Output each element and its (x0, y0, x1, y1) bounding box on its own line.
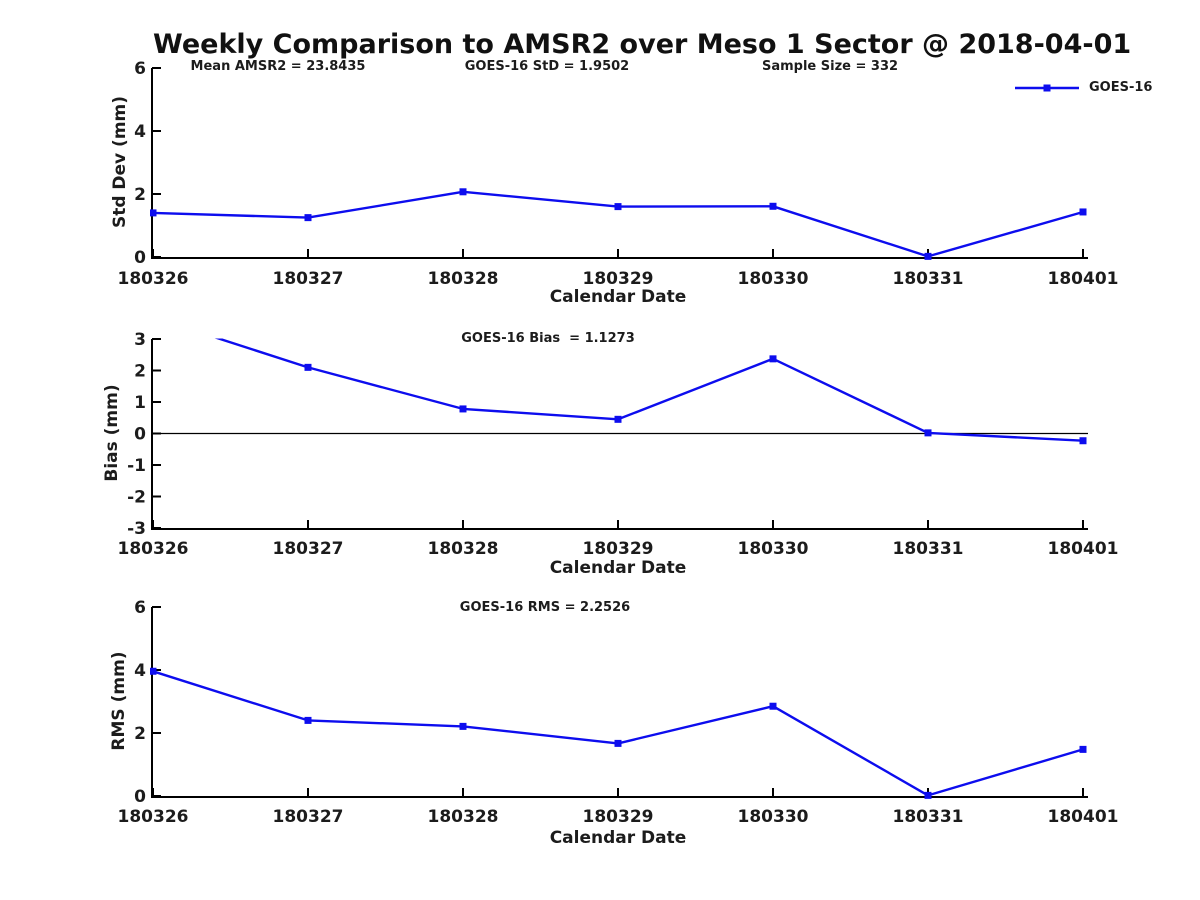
x-tick-label: 180327 (273, 539, 344, 559)
x-tick-label: 180329 (583, 807, 654, 827)
annotation-goes16-rms: GOES-16 RMS = 2.2526 (459, 600, 631, 615)
annotation-sample-size: Sample Size = 332 (761, 59, 899, 74)
y-tick-label: 0 (134, 425, 146, 445)
x-tick-label: 180327 (273, 807, 344, 827)
x-tick-label: 180401 (1048, 269, 1119, 289)
goes16-line (151, 190, 1085, 258)
legend-label: GOES-16 (1089, 80, 1153, 95)
data-point-marker (1079, 437, 1087, 445)
y-tick-label: -2 (127, 488, 146, 508)
y-tick-label: 0 (134, 787, 146, 807)
data-point-marker (150, 209, 157, 217)
annotation-goes16-std: GOES-16 StD = 1.9502 (464, 59, 630, 74)
data-point-marker (924, 791, 932, 799)
legend-line-marker-icon (1015, 84, 1079, 91)
legend: GOES-16 (1014, 80, 1152, 95)
x-tick-label: 180331 (893, 539, 964, 559)
data-point-marker (1079, 745, 1087, 753)
figure-title: Weekly Comparison to AMSR2 over Meso 1 S… (153, 29, 1132, 60)
x-tick-label: 180330 (738, 807, 809, 827)
xlabel-calendar-date-3: Calendar Date (549, 828, 687, 848)
annotation-mean-amsr2: Mean AMSR2 = 23.8435 (190, 59, 366, 74)
x-tick-label: 180328 (428, 539, 499, 559)
goes16-line (151, 670, 1085, 797)
x-tick-label: 180328 (428, 807, 499, 827)
x-tick-label: 180326 (118, 539, 189, 559)
y-tick-label: 4 (134, 661, 146, 681)
bias-subplot: -3 -2 -1 0 1 2 3 180326 180327 180328 180329 180330… (118, 314, 1119, 559)
y-tick-label: 6 (134, 598, 146, 618)
data-point-marker (459, 722, 467, 730)
axis-spines (151, 607, 1088, 798)
data-point-marker (769, 202, 777, 210)
x-tick-label: 180329 (583, 539, 654, 559)
data-point-marker (1079, 208, 1087, 216)
y-tick-label: 2 (134, 362, 146, 382)
x-tick-label: 180331 (893, 807, 964, 827)
data-point-marker (150, 314, 157, 321)
goes16-markers (150, 314, 1087, 445)
rms-subplot: 0 2 4 6 180326 180327 180328 180329 180330 180331… (118, 598, 1119, 827)
legend-marker (1043, 84, 1051, 91)
x-tick-label: 180401 (1048, 539, 1119, 559)
data-point-marker (769, 355, 777, 363)
x-tick-label: 180331 (893, 269, 964, 289)
x-tick-label: 180328 (428, 269, 499, 289)
y-tick-label: 1 (134, 393, 146, 413)
annotation-goes16-bias: GOES-16 Bias = 1.1273 (461, 331, 635, 346)
x-tick-label: 180330 (738, 269, 809, 289)
data-point-marker (614, 739, 622, 747)
data-point-marker (924, 252, 932, 260)
y-tick-label: 4 (134, 122, 146, 142)
xlabel-calendar-date-1: Calendar Date (549, 287, 687, 307)
y-tick-label: -1 (127, 456, 146, 476)
x-tick-label: 180329 (583, 269, 654, 289)
std-dev-subplot: 0 2 4 6 180326 180327 180328 180329 180330 180331… (118, 59, 1119, 289)
x-tick-label: 180330 (738, 539, 809, 559)
axis-spines (151, 68, 1088, 259)
y-tick-label: 6 (134, 59, 146, 79)
data-point-marker (304, 363, 312, 371)
y-tick-label: 2 (134, 724, 146, 744)
data-point-marker (459, 188, 467, 196)
x-tick-label: 180401 (1048, 807, 1119, 827)
y-tick-label: 2 (134, 185, 146, 205)
x-tick-label: 180326 (118, 269, 189, 289)
data-point-marker (614, 203, 622, 211)
data-point-marker (150, 667, 157, 675)
data-point-marker (614, 415, 622, 423)
data-point-marker (304, 214, 312, 222)
goes16-markers (150, 667, 1087, 799)
data-point-marker (769, 702, 777, 710)
y-tick-label: -3 (127, 519, 146, 539)
y-tick-label: 3 (134, 330, 146, 350)
goes16-markers (150, 188, 1087, 260)
y-tick-label: 0 (134, 248, 146, 268)
data-point-marker (924, 429, 932, 437)
xlabel-calendar-date-2: Calendar Date (549, 558, 687, 578)
data-point-marker (459, 405, 467, 413)
x-tick-label: 180326 (118, 807, 189, 827)
x-tick-label: 180327 (273, 269, 344, 289)
data-point-marker (304, 716, 312, 724)
